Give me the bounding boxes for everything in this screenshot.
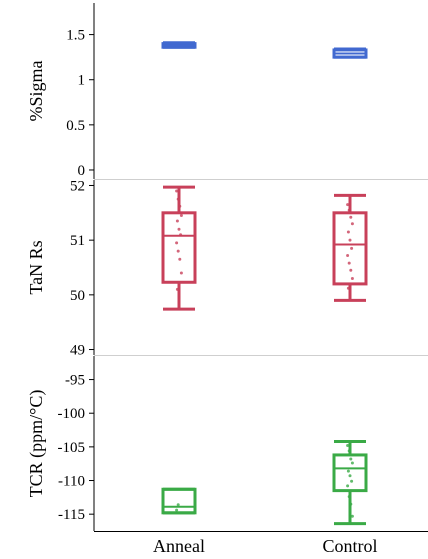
data-point-tan-rs-anneal: [175, 287, 179, 291]
box-tan-rs-anneal: [161, 211, 197, 284]
x-label-control: Control: [322, 536, 377, 556]
panel-tcr: -95 -100 -105 -110 -115 TCR (ppm/°C): [26, 356, 428, 532]
data-point-tan-rs-anneal: [175, 219, 179, 223]
y-tick-label-tcr: -100: [58, 406, 86, 422]
data-point-tan-rs-anneal: [175, 189, 179, 193]
data-point-tan-rs-control: [348, 238, 352, 242]
data-point-tan-rs-anneal: [177, 296, 181, 300]
y-tick-label-tcr: -110: [58, 474, 85, 490]
data-point-tcr-anneal: [175, 508, 179, 512]
data-point-tan-rs-control: [350, 246, 354, 250]
box-tcr-control: [332, 453, 368, 493]
y-tick-label-tan-rs: 50: [70, 288, 85, 304]
data-point-tcr-control: [347, 495, 351, 499]
data-point-tan-rs-anneal: [176, 197, 180, 201]
data-point-tan-rs-anneal: [175, 241, 179, 245]
data-point-tcr-control: [348, 474, 352, 478]
data-point-tcr-control: [349, 457, 353, 461]
y-axis-title-sigma: %Sigma: [26, 60, 46, 121]
data-point-tan-rs-anneal: [176, 249, 180, 253]
x-axis-labels: Anneal Control: [153, 536, 378, 556]
data-point-tcr-control: [346, 484, 350, 488]
data-point-tan-rs-anneal: [179, 233, 183, 237]
y-tick-label-tcr: -115: [58, 507, 85, 523]
y-tick-label-sigma: 1: [78, 73, 86, 89]
y-tick-label-tan-rs: 52: [70, 178, 85, 194]
data-point-tan-rs-anneal: [179, 271, 183, 275]
data-point-tan-rs-control: [350, 276, 354, 280]
data-point-tcr-control: [349, 502, 353, 506]
data-point-tan-rs-control: [346, 286, 350, 290]
data-point-tan-rs-control: [346, 203, 350, 207]
data-point-tcr-control: [350, 479, 354, 483]
data-point-tcr-control: [350, 514, 354, 518]
data-point-tcr-control: [346, 444, 350, 448]
data-point-tan-rs-control: [350, 222, 354, 226]
y-tick-label-tan-rs: 49: [70, 343, 85, 359]
data-point-tan-rs-anneal: [177, 227, 181, 231]
x-label-anneal: Anneal: [153, 536, 205, 556]
y-tick-label-sigma: 0: [78, 163, 86, 179]
data-point-tan-rs-control: [349, 268, 353, 272]
y-tick-label-tcr: -105: [58, 440, 86, 456]
data-point-tan-rs-control: [347, 208, 351, 212]
panel-sigma: 0 0.5 1 1.5 %Sigma: [26, 3, 428, 180]
data-point-tan-rs-anneal: [179, 214, 183, 218]
data-point-tan-rs-control: [346, 230, 350, 234]
data-point-tcr-anneal: [176, 503, 180, 507]
data-point-tan-rs-control: [349, 215, 353, 219]
y-tick-label-tan-rs: 51: [70, 233, 85, 249]
data-point-tcr-control: [347, 449, 351, 453]
y-axis-title-tcr: TCR (ppm/°C): [26, 390, 47, 498]
y-tick-label-sigma: 0.5: [66, 118, 85, 134]
data-point-tcr-control: [346, 469, 350, 473]
data-point-tcr-control: [350, 461, 354, 465]
box-tan-rs-control: [332, 211, 368, 286]
data-point-tan-rs-control: [348, 294, 352, 298]
data-point-tan-rs-control: [347, 261, 351, 265]
y-tick-label-sigma: 1.5: [66, 28, 85, 44]
data-point-tan-rs-control: [346, 253, 350, 257]
data-point-tan-rs-anneal: [178, 257, 182, 261]
box-tcr-anneal: [161, 487, 197, 515]
panel-tan-rs: 49 50 51 52 TaN Rs: [26, 178, 428, 359]
y-tick-label-tcr: -95: [65, 373, 85, 389]
data-point-tan-rs-anneal: [178, 204, 182, 208]
y-axis-title-tan-rs: TaN Rs: [26, 240, 46, 294]
